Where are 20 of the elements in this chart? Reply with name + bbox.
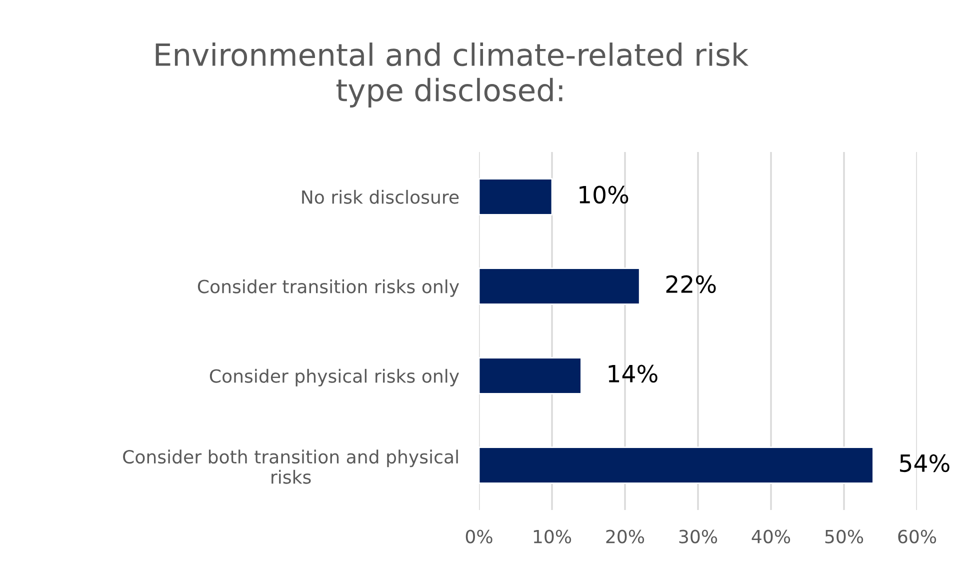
bar: [479, 178, 553, 216]
x-tick-label: 0%: [466, 530, 492, 544]
x-tick-label: 60%: [898, 530, 936, 544]
data-label: 54%: [900, 454, 950, 472]
y-tick-label: No risk disclosure: [302, 190, 459, 204]
x-tick-label: 50%: [825, 530, 864, 544]
bar: [479, 357, 582, 394]
data-label: 22%: [666, 275, 716, 294]
x-tick-label: 20%: [606, 530, 644, 544]
bar: [479, 268, 640, 305]
y-tick-label: Consider both transition and physical risks: [123, 450, 458, 484]
y-tick-label: Consider transition risks only: [198, 279, 460, 297]
data-label: 10%: [580, 186, 628, 204]
x-tick-label: 10%: [534, 530, 572, 544]
data-label: 14%: [608, 364, 658, 383]
x-tick-label: 40%: [752, 530, 790, 544]
bar: [479, 446, 874, 484]
chart-title: Environmental and climate-related risk type disclosed:: [156, 42, 749, 108]
x-tick-label: 30%: [679, 530, 718, 544]
y-tick-label: Consider physical risks only: [210, 368, 460, 386]
